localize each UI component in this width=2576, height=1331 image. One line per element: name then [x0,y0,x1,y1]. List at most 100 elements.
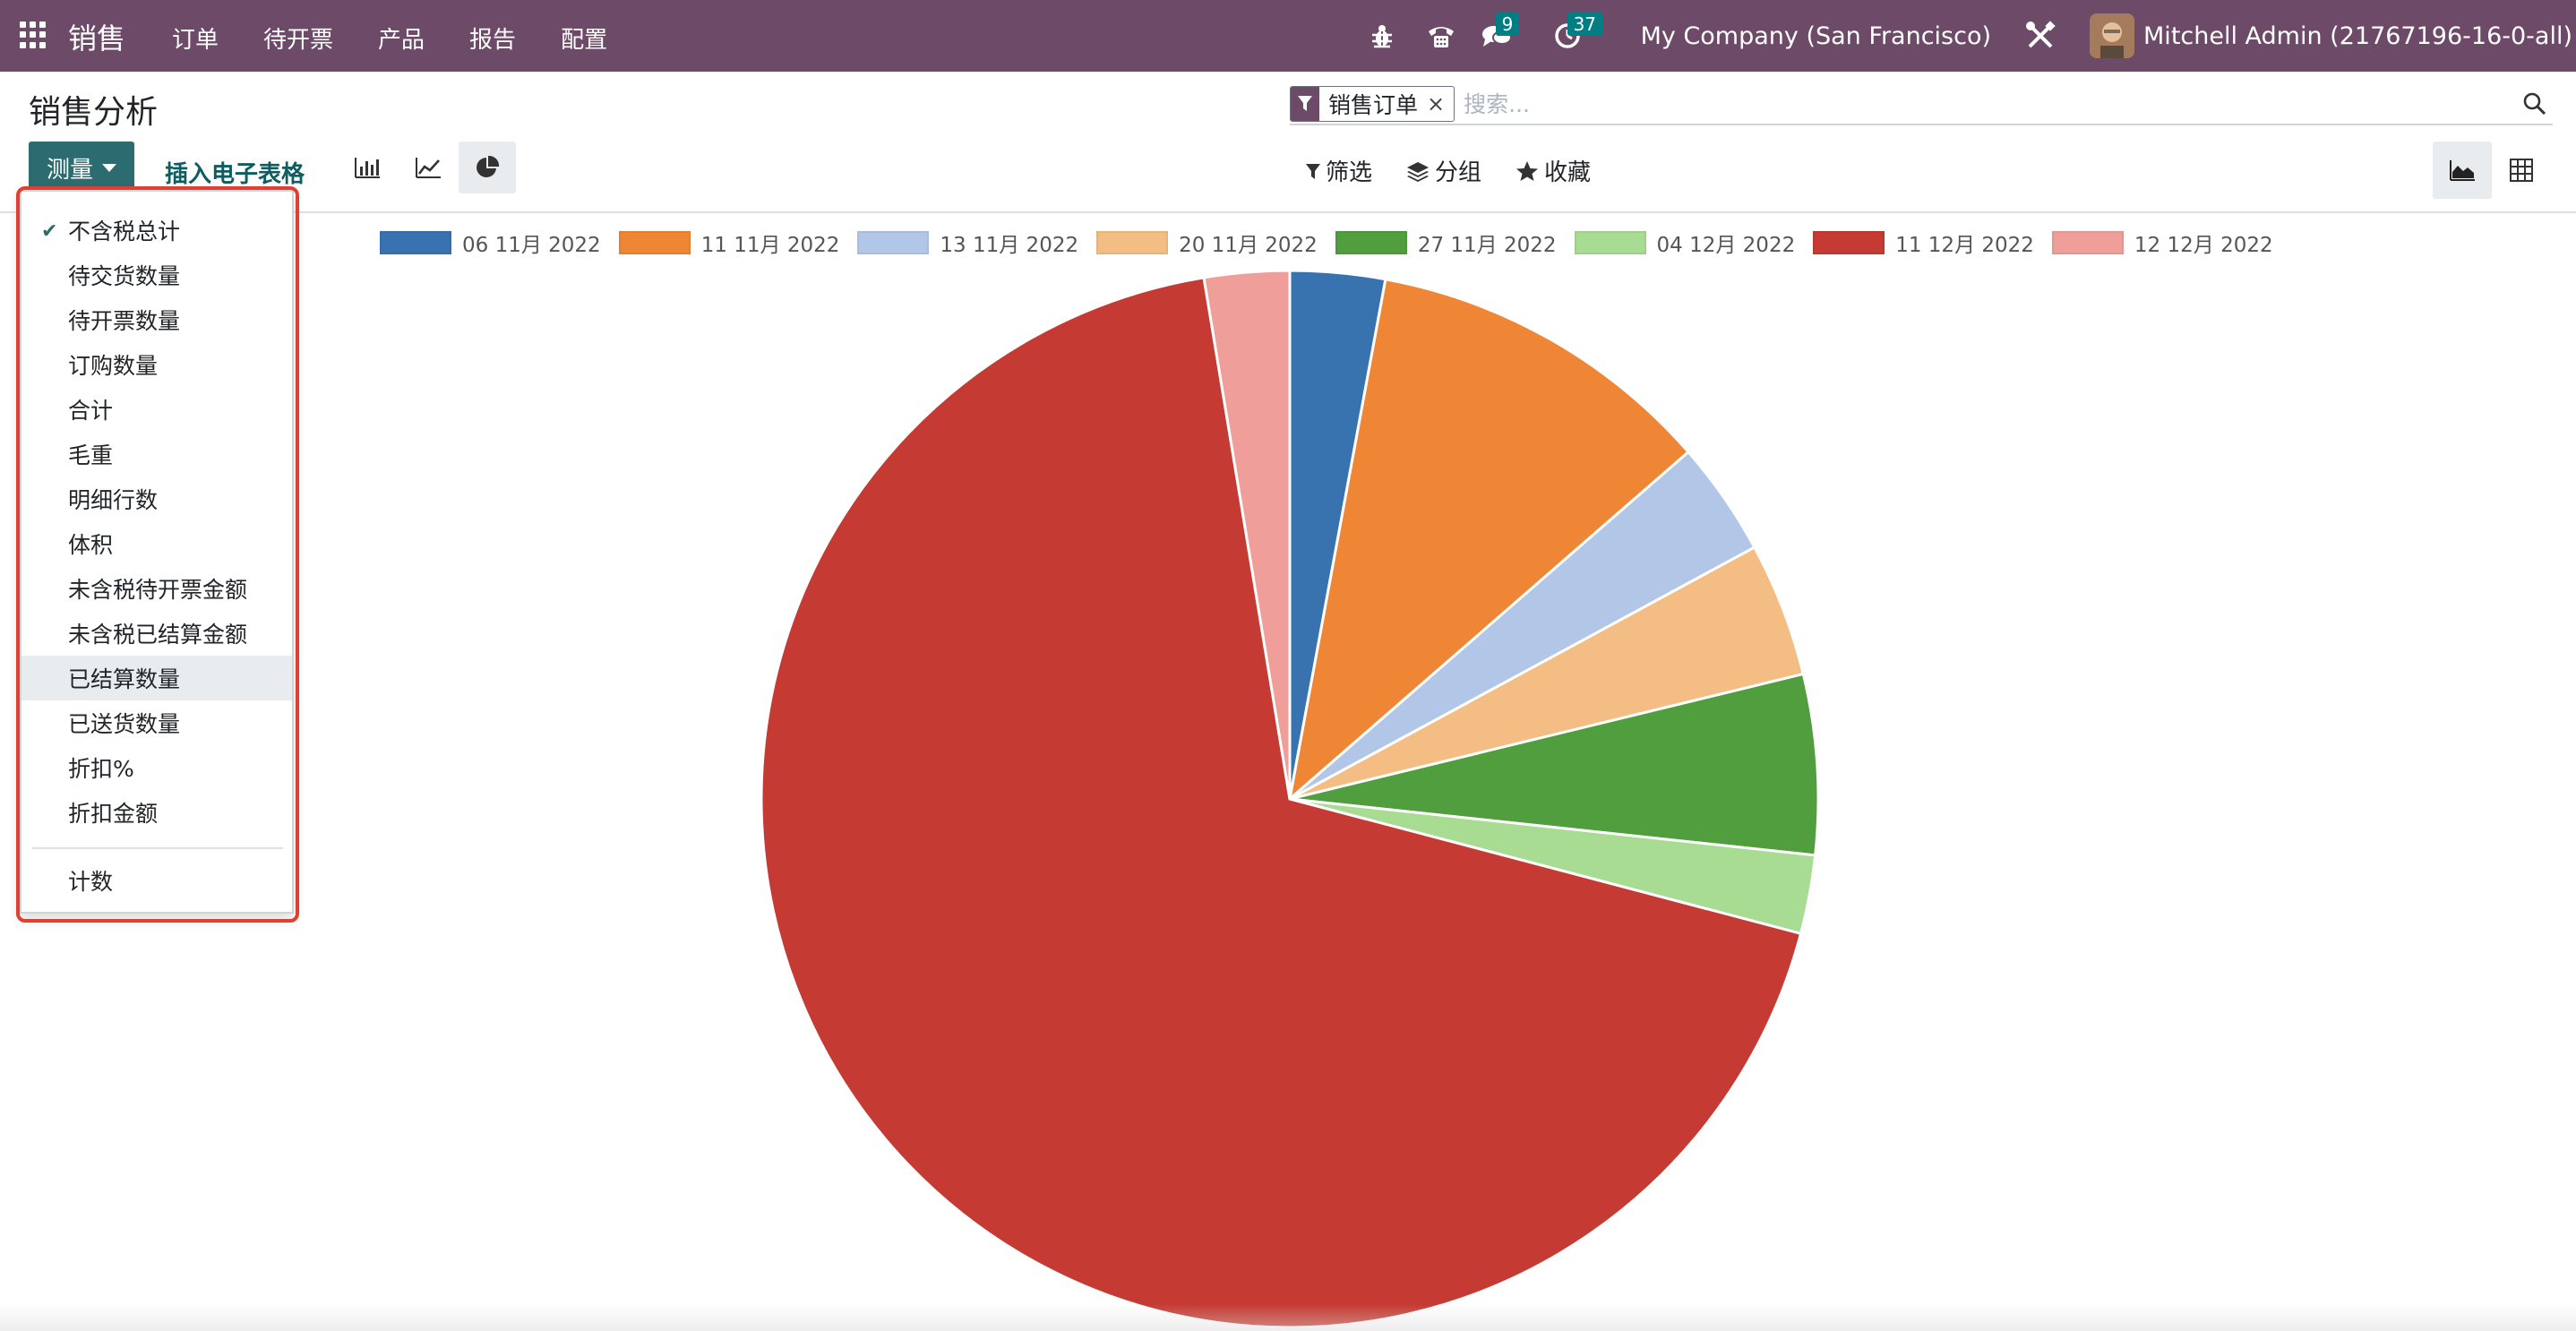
measure-option-qty-to-invoice[interactable]: 待开票数量 [21,297,292,342]
caret-down-icon [102,163,116,172]
legend-label: 06 11月 2022 [462,234,601,257]
check-icon: ✔ [41,220,58,243]
phone-icon[interactable] [1412,0,1471,72]
legend-item[interactable]: 20 11月 2022 [1096,228,1318,258]
measure-option-label: 明细行数 [68,487,159,513]
legend-item[interactable]: 06 11月 2022 [380,228,601,258]
legend-swatch [380,231,451,254]
measure-option-untaxed-total[interactable]: ✔ 不含税总计 [21,208,292,253]
measure-option-label: 订购数量 [68,353,159,379]
bar-chart-icon[interactable] [339,142,396,193]
tools-icon[interactable] [1991,0,2090,72]
pie-chart-icon[interactable] [459,142,516,193]
company-switcher[interactable]: My Company (San Francisco) [1640,21,1992,50]
measure-option-label: 未含税已结算金额 [68,622,248,648]
measure-option-qty-delivered[interactable]: 已送货数量 [21,700,292,745]
legend-swatch [1096,231,1169,254]
measure-option-count[interactable]: 计数 [21,858,292,903]
measure-option-gross-weight[interactable]: 毛重 [21,432,292,477]
legend-label: 11 11月 2022 [700,234,840,257]
measure-option-untaxed-to-invoice[interactable]: 未含税待开票金额 [21,566,292,611]
measure-option-line-count[interactable]: 明细行数 [21,477,292,521]
measure-option-discount-percent[interactable]: 折扣% [21,745,292,790]
measure-option-total[interactable]: 合计 [21,387,292,432]
measure-option-label: 折扣% [68,756,134,782]
legend-label: 12 12月 2022 [2134,234,2273,257]
user-avatar[interactable] [2090,13,2135,58]
measure-dropdown-menu: ✔ 不含税总计 待交货数量 待开票数量 订购数量 合计 毛重 明细行数 体积 未… [20,190,294,914]
favorite-label: 收藏 [1544,159,1592,186]
bottom-shadow [0,1304,2576,1331]
measure-dropdown-button[interactable]: 测量 [29,142,134,193]
app-name[interactable]: 销售 [68,21,126,56]
legend-label: 04 12月 2022 [1656,234,1796,257]
measure-option-untaxed-invoiced[interactable]: 未含税已结算金额 [21,611,292,656]
group-by-menu-toggle[interactable]: 分组 [1406,154,1481,187]
messages-count-badge: 9 [1495,13,1520,36]
menu-item-to-invoice[interactable]: 待开票 [263,27,334,54]
graph-view-icon[interactable] [2433,142,2492,199]
measure-option-label: 毛重 [68,442,114,468]
activities-count-badge: 37 [1567,13,1603,36]
legend-swatch [857,231,930,254]
menu-item-configuration[interactable]: 配置 [561,27,608,54]
legend-label: 11 12月 2022 [1895,234,2034,257]
legend-label: 27 11月 2022 [1417,234,1557,257]
search-facet: 销售订单 × [1290,86,1455,122]
facet-remove-button[interactable]: × [1427,91,1446,116]
search-input[interactable] [1464,90,2517,117]
clock-icon[interactable]: 37 [1542,0,1616,72]
pie-slice[interactable] [760,276,1803,1329]
search-bar: 销售订单 × [1290,84,2553,125]
pivot-view-icon[interactable] [2492,142,2551,199]
pie-slice[interactable] [1287,278,1691,803]
pie-slice[interactable] [1289,672,1820,857]
measure-option-discount-amount[interactable]: 折扣金额 [21,790,292,835]
measure-button-label: 测量 [46,156,93,184]
group-by-label: 分组 [1435,159,1482,186]
measure-option-label: 已结算数量 [68,666,181,692]
user-menu[interactable]: Mitchell Admin (21767196-16-0-all) [2143,21,2572,50]
legend-label: 13 11月 2022 [940,234,1079,257]
bug-icon[interactable] [1352,0,1412,72]
measure-option-volume[interactable]: 体积 [21,521,292,566]
measure-option-label: 未含税待开票金额 [68,577,248,603]
menu-item-reporting[interactable]: 报告 [469,27,517,54]
legend-item[interactable]: 11 11月 2022 [618,228,840,258]
legend-item[interactable]: 27 11月 2022 [1335,228,1557,258]
top-navbar: 销售 订单 待开票 产品 报告 配置 [0,0,2576,72]
apps-menu-icon[interactable] [20,21,47,48]
measure-option-label: 计数 [68,869,114,895]
measure-option-qty-ordered[interactable]: 订购数量 [21,342,292,387]
measure-option-label: 待交货数量 [68,263,181,289]
legend-item[interactable]: 11 12月 2022 [1813,228,2034,258]
search-options: 筛选 分组 收藏 [1306,154,1591,187]
legend-item[interactable]: 13 11月 2022 [857,228,1078,258]
favorite-menu-toggle[interactable]: 收藏 [1516,154,1591,187]
menu-item-products[interactable]: 产品 [378,27,425,54]
line-chart-icon[interactable] [399,142,457,193]
measure-option-qty-invoiced[interactable]: 已结算数量 [21,656,292,700]
measure-option-qty-to-deliver[interactable]: 待交货数量 [21,253,292,297]
measure-option-label: 合计 [68,398,114,424]
chat-icon[interactable]: 9 [1471,0,1542,72]
pie-slice[interactable] [1202,269,1292,800]
search-icon[interactable] [2517,86,2553,122]
chart-legend: 06 11月 2022 11 11月 2022 13 11月 2022 20 11月 … [380,228,2291,258]
menu-item-orders[interactable]: 订单 [172,27,219,54]
navbar-systray: 9 37 My Company (San Francisco) [1352,0,2576,72]
menu-divider [32,847,283,849]
layers-icon [1407,161,1430,182]
filter-menu-toggle[interactable]: 筛选 [1306,154,1372,187]
measure-option-label: 体积 [68,532,114,558]
page-title: 销售分析 [29,94,159,131]
legend-item[interactable]: 04 12月 2022 [1574,228,1796,258]
filter-icon [1291,87,1319,121]
control-panel-divider [0,211,2576,213]
insert-spreadsheet-button[interactable]: 插入电子表格 [165,161,305,188]
legend-swatch [1335,231,1407,254]
legend-swatch [2051,231,2124,254]
legend-item[interactable]: 12 12月 2022 [2051,228,2273,258]
legend-swatch [618,231,691,254]
filter-label: 筛选 [1326,159,1373,186]
